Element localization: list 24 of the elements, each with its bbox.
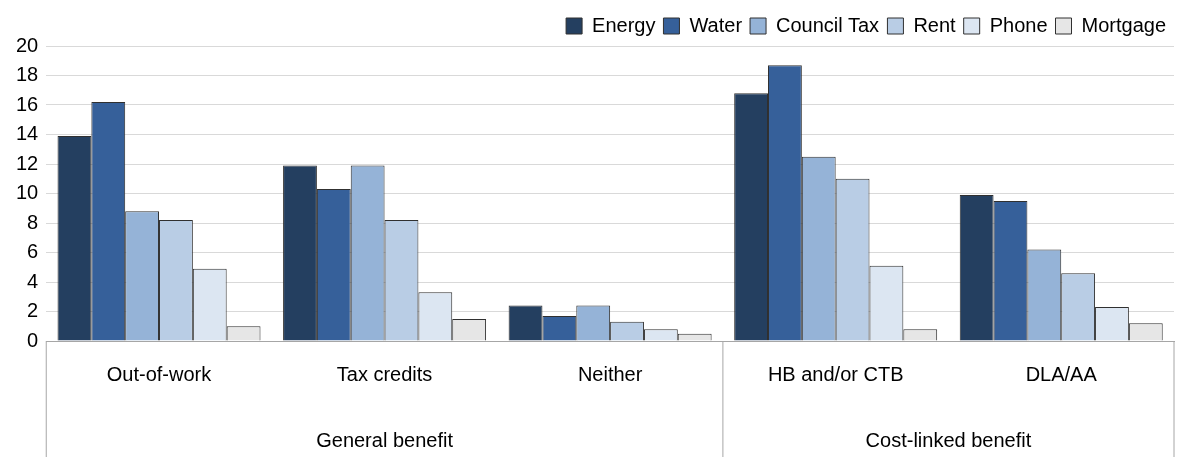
x-tick-label: Neither <box>577 362 643 385</box>
y-tick-label: 0 <box>27 328 39 351</box>
x-tick-label: HB and/or CTB <box>767 362 904 385</box>
y-tick-label: 16 <box>16 92 39 115</box>
y-tick-label: 10 <box>16 181 39 204</box>
legend-label: Phone <box>989 13 1048 36</box>
legend-label: Water <box>689 13 743 36</box>
legend-label: Rent <box>913 13 957 36</box>
x-tick-label: Tax credits <box>336 362 433 385</box>
text: General benefit <box>316 428 454 451</box>
legend-label: Mortgage <box>1081 13 1167 36</box>
y-tick-label: 20 <box>16 33 39 56</box>
y-tick-label: 12 <box>16 151 39 174</box>
x-tick-label: DLA/AA <box>1025 362 1098 385</box>
x-tick-label: Out-of-work <box>106 362 213 385</box>
legend-label: Energy <box>592 13 656 36</box>
legend-label: Council Tax <box>776 13 880 36</box>
y-tick-label: 6 <box>27 240 39 263</box>
text: Cost-linked benefit <box>865 428 1032 451</box>
y-tick-label: 14 <box>16 122 39 145</box>
y-tick-label: 4 <box>27 269 39 292</box>
y-tick-label: 2 <box>27 299 39 322</box>
y-tick-label: 18 <box>16 63 39 86</box>
y-tick-label: 8 <box>27 210 39 233</box>
